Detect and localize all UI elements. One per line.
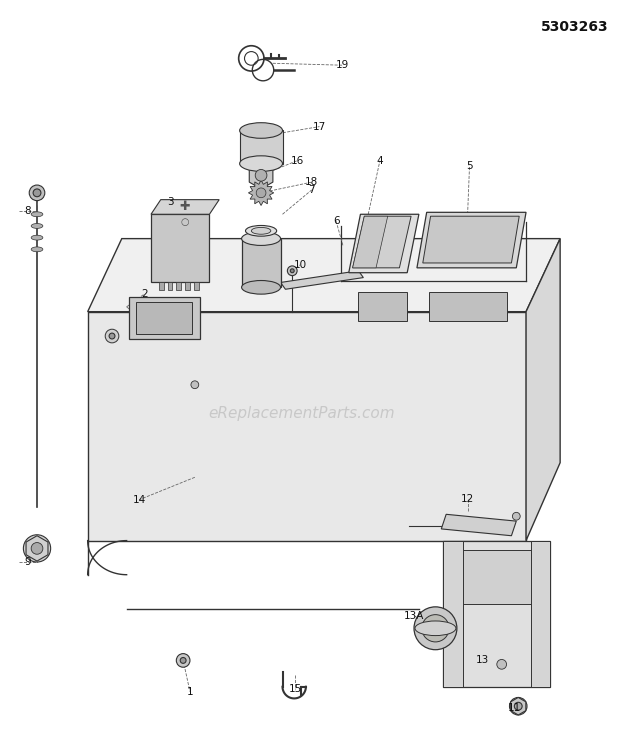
Ellipse shape (242, 280, 281, 294)
Polygon shape (242, 238, 281, 287)
Polygon shape (358, 292, 407, 322)
Text: 7: 7 (308, 185, 315, 195)
Bar (185, 283, 190, 290)
Ellipse shape (240, 123, 283, 138)
Circle shape (515, 702, 522, 710)
Ellipse shape (415, 621, 456, 635)
Polygon shape (249, 180, 274, 206)
Polygon shape (151, 214, 210, 283)
Circle shape (512, 512, 520, 520)
Text: 6: 6 (333, 216, 339, 226)
Polygon shape (87, 238, 560, 312)
Circle shape (288, 266, 297, 276)
Text: 19: 19 (336, 60, 350, 70)
Text: ✚: ✚ (180, 200, 190, 213)
Text: 13: 13 (476, 656, 489, 665)
Text: 18: 18 (305, 177, 318, 187)
Text: 1: 1 (187, 686, 193, 697)
Ellipse shape (31, 236, 43, 240)
Bar (176, 283, 181, 290)
Bar (194, 283, 199, 290)
Ellipse shape (31, 211, 43, 217)
Polygon shape (443, 541, 551, 687)
Polygon shape (281, 271, 363, 290)
Text: 17: 17 (313, 122, 326, 131)
Polygon shape (441, 514, 516, 535)
Circle shape (180, 658, 186, 663)
Polygon shape (423, 216, 519, 263)
Text: 13A: 13A (404, 610, 424, 620)
Polygon shape (353, 216, 388, 268)
Polygon shape (428, 292, 507, 322)
Polygon shape (417, 212, 526, 268)
Polygon shape (128, 297, 200, 339)
Circle shape (422, 615, 449, 642)
Polygon shape (511, 698, 526, 715)
Polygon shape (443, 541, 463, 687)
Polygon shape (353, 216, 411, 268)
Ellipse shape (242, 232, 281, 245)
Circle shape (510, 698, 527, 715)
Circle shape (497, 659, 507, 669)
Circle shape (255, 170, 267, 182)
Bar (159, 283, 164, 290)
Text: ○: ○ (181, 217, 189, 227)
Polygon shape (26, 536, 48, 561)
Circle shape (191, 381, 199, 388)
Bar (167, 283, 172, 290)
Text: 9: 9 (24, 557, 30, 567)
Polygon shape (151, 200, 219, 214)
Ellipse shape (246, 226, 277, 236)
Polygon shape (249, 162, 273, 189)
Text: eReplacementParts.com: eReplacementParts.com (209, 406, 396, 422)
Text: 5: 5 (466, 160, 473, 170)
Text: 4: 4 (376, 156, 383, 166)
Circle shape (494, 302, 500, 307)
Circle shape (109, 333, 115, 339)
Polygon shape (240, 130, 283, 164)
Circle shape (256, 188, 266, 198)
Text: 5303263: 5303263 (541, 20, 608, 34)
Circle shape (31, 542, 43, 554)
Polygon shape (526, 238, 560, 541)
Circle shape (24, 535, 51, 562)
Text: 3: 3 (167, 196, 174, 206)
Text: 15: 15 (288, 684, 302, 694)
Circle shape (33, 189, 41, 196)
Circle shape (176, 653, 190, 668)
Text: 12: 12 (461, 494, 474, 504)
Circle shape (29, 185, 45, 201)
Polygon shape (87, 312, 526, 541)
Ellipse shape (31, 224, 43, 229)
Polygon shape (136, 302, 192, 334)
Text: 2: 2 (141, 290, 148, 299)
Polygon shape (453, 550, 541, 604)
Text: 10: 10 (293, 260, 307, 270)
Circle shape (105, 329, 119, 343)
Polygon shape (531, 541, 551, 687)
Text: 14: 14 (133, 495, 146, 505)
Ellipse shape (31, 247, 43, 252)
Polygon shape (348, 214, 419, 273)
Ellipse shape (251, 227, 271, 234)
Ellipse shape (240, 156, 283, 172)
Text: 11: 11 (508, 704, 521, 713)
Circle shape (414, 607, 457, 650)
Circle shape (290, 268, 294, 273)
Text: 16: 16 (291, 156, 304, 166)
Text: 8: 8 (24, 206, 30, 216)
